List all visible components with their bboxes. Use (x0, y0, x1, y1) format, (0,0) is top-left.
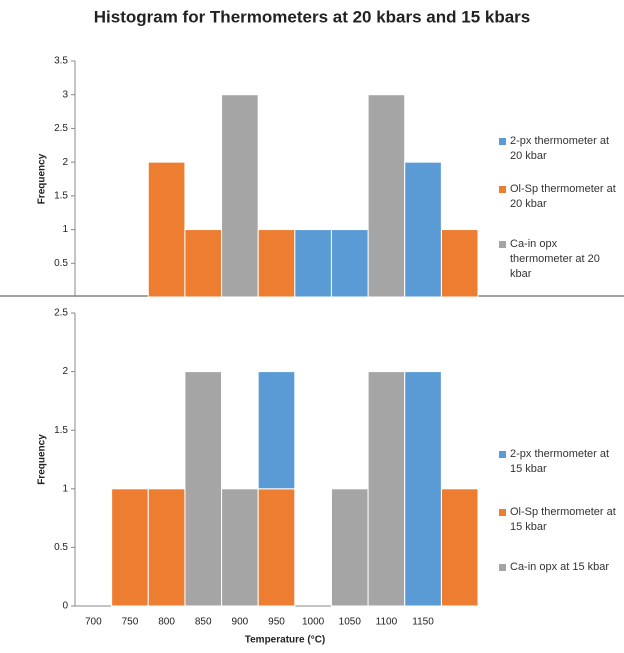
x-tick-label: 750 (122, 617, 139, 628)
x-tick-label: 800 (158, 617, 175, 628)
legend-swatch (499, 451, 506, 458)
x-axis-label: Temperature (°C) (245, 635, 326, 646)
bar (111, 488, 149, 607)
bar (330, 229, 369, 298)
bar (440, 488, 479, 607)
bar (367, 94, 406, 298)
bar (330, 488, 369, 607)
bar (221, 94, 259, 298)
y-tick-label: 1.5 (54, 190, 68, 201)
legend-swatch (499, 564, 506, 571)
y-tick-label: 3 (62, 89, 68, 100)
bar (147, 488, 186, 607)
bar (440, 229, 479, 298)
bar (257, 488, 296, 607)
y-tick-label: 2.5 (54, 308, 68, 319)
y-axis-label: Frequency (37, 153, 48, 204)
x-tick-label: 1150 (412, 617, 434, 628)
bar (221, 488, 259, 607)
legend-swatch (499, 138, 506, 145)
bar (367, 371, 406, 607)
legend-label: Ol-Sp thermometer at 15 kbar (510, 506, 616, 533)
y-tick-label: 2 (62, 157, 68, 168)
y-tick-label: 2.5 (54, 123, 68, 134)
y-tick-label: 3.5 (54, 56, 68, 67)
y-tick-label: 1.5 (54, 425, 68, 436)
legend-label: 2-px thermometer at 20 kbar (510, 135, 610, 162)
x-tick-label: 850 (195, 617, 212, 628)
y-tick-label: 0.5 (54, 258, 68, 269)
chart-title: Histogram for Thermometers at 20 kbars a… (94, 7, 531, 26)
legend-label: 2-px thermometer at 15 kbar (510, 448, 610, 475)
bar (257, 371, 296, 490)
y-tick-label: 1 (62, 483, 68, 494)
legend-label: Ca-in opx thermometer at 20 kbar (510, 238, 600, 280)
bar (184, 229, 223, 298)
y-tick-label: 1 (62, 224, 68, 235)
x-tick-label: 1050 (339, 617, 362, 628)
x-tick-label: 900 (232, 617, 249, 628)
x-tick-label: 700 (85, 617, 102, 628)
bar (184, 371, 223, 607)
legend-label: Ca-in opx at 15 kbar (510, 561, 610, 573)
bar (147, 161, 186, 298)
x-tick-label: 1000 (302, 617, 325, 628)
x-tick-label: 1100 (376, 617, 398, 628)
x-tick-label: 950 (268, 617, 285, 628)
y-tick-label: 2 (62, 366, 68, 377)
bar (294, 229, 332, 298)
legend-swatch (499, 509, 506, 516)
legend-swatch (499, 241, 506, 248)
bar (404, 161, 442, 298)
y-tick-label: 0 (62, 601, 68, 612)
y-tick-label: 0.5 (54, 542, 68, 553)
y-axis-label: Frequency (37, 434, 48, 485)
bar (257, 229, 296, 298)
legend-swatch (499, 186, 506, 193)
legend-label: Ol-Sp thermometer at 20 kbar (510, 183, 616, 210)
bar (404, 371, 442, 607)
